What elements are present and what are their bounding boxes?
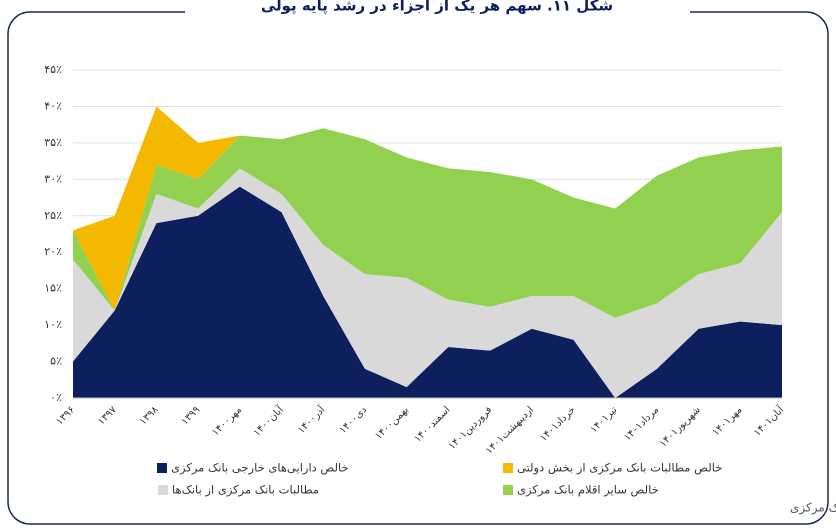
x-tick-label: اسفند۱۴۰۰ xyxy=(412,404,452,444)
legend-label: خالص سایر اقلام بانک مرکزی xyxy=(517,483,659,498)
x-tick-label: ۱۳۹۹ xyxy=(179,404,202,427)
legend-swatch xyxy=(158,485,168,495)
x-tick-label: ۱۳۹۷ xyxy=(96,404,119,427)
area xyxy=(73,128,782,318)
y-tick-label: ۱۰٪ xyxy=(44,318,62,331)
legend-swatch xyxy=(503,463,513,473)
x-tick-label: مهر۱۴۰۱ xyxy=(711,404,745,438)
legend-label: مطالبات بانک مرکزی از بانک‌ها xyxy=(172,483,319,498)
legend-label: خالص مطالبات بانک مرکزی از بخش دولتی xyxy=(517,461,722,476)
title-backdrop xyxy=(185,0,690,24)
x-tick-label: شهریور۱۴۰۱ xyxy=(658,404,703,449)
legend-swatch xyxy=(157,463,167,473)
x-tick-label: ۱۳۹۶ xyxy=(54,404,77,427)
y-tick-label: ۳۰٪ xyxy=(44,172,62,185)
x-tick-label: بهمن۱۴۰۰ xyxy=(373,404,411,442)
chart-title: شکل ۱۱. سهم هر یک از اجزاء در رشد پایه پ… xyxy=(261,0,613,16)
area xyxy=(73,168,782,398)
y-tick-label: ۴۵٪ xyxy=(44,63,62,76)
y-tick-label: ۲۰٪ xyxy=(44,245,62,258)
x-tick-label: مرداد۱۴۰۱ xyxy=(622,404,661,443)
x-tick-label: دی۱۴۰۰ xyxy=(338,404,370,436)
y-tick-label: ۰٪ xyxy=(50,391,62,404)
x-tick-label: مهر۱۴۰۰ xyxy=(210,404,244,438)
source: منبع: بانک مرکزی xyxy=(790,501,836,516)
y-tick-label: ۳۵٪ xyxy=(44,136,62,149)
x-tick-label: ۱۳۹۸ xyxy=(138,404,161,427)
y-tick-label: ۲۵٪ xyxy=(44,209,62,222)
x-tick-label: آبان۱۴۰۰ xyxy=(250,402,287,439)
y-tick-label: ۱۵٪ xyxy=(44,282,62,295)
x-tick-label: آبان۱۴۰۱ xyxy=(751,402,788,439)
legend-label: خالص دارایی‌های خارجی بانک مرکزی xyxy=(171,461,349,476)
x-tick-label: خرداد۱۴۰۱ xyxy=(538,404,578,444)
legend-swatch xyxy=(503,485,513,495)
y-tick-label: ۴۰٪ xyxy=(44,99,62,112)
x-tick-label: آذر۱۴۰۰ xyxy=(295,402,329,436)
x-tick-label: تیر۱۴۰۱ xyxy=(588,404,619,435)
area xyxy=(73,186,782,398)
y-tick-label: ۵٪ xyxy=(50,355,62,368)
